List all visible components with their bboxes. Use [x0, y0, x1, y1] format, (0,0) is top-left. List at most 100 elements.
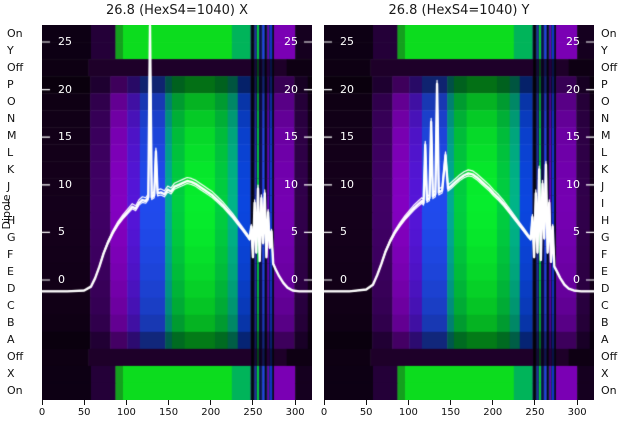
y-tick-label: 15 — [340, 130, 354, 144]
row-label-left: G — [7, 231, 16, 245]
y-tick-label: 10 — [284, 177, 298, 191]
x-tick-mark — [407, 400, 409, 405]
right-row-labels: On Y Off P O N M L K J I H G F E D C B A Off X On — [601, 0, 639, 440]
x-tick-mark — [492, 400, 494, 405]
row-label-right: On — [601, 384, 617, 398]
y-tick-label: 0 — [340, 273, 347, 286]
x-tick-mark — [41, 400, 43, 405]
row-label-left: N — [7, 111, 16, 125]
row-label-left: On — [7, 26, 23, 40]
x-tick-label: 0 — [320, 407, 328, 418]
row-label-right: I — [601, 196, 605, 210]
x-tick-mark — [252, 400, 254, 405]
x-tick-label: 300 — [285, 407, 305, 418]
y-tick-label: 15 — [284, 130, 298, 144]
row-label-right: P — [601, 77, 608, 91]
row-label-left: Off — [7, 350, 24, 364]
row-label-right: D — [601, 282, 610, 296]
row-label-left: X — [7, 367, 15, 381]
x-tick-label: 200 — [201, 407, 221, 418]
row-label-right: F — [601, 248, 608, 262]
row-label-right: Y — [601, 43, 608, 57]
x-tick-label: 300 — [567, 407, 587, 418]
y-tick-label: 20 — [58, 82, 72, 96]
row-label-right: Off — [601, 60, 618, 74]
row-label-left: L — [7, 145, 14, 159]
x-tick-label: 250 — [243, 407, 263, 418]
row-label-right: On — [601, 26, 617, 40]
row-label-left: E — [7, 265, 14, 279]
row-label-right: X — [601, 367, 609, 381]
heatmap-x-canvas — [42, 25, 312, 400]
row-label-left: Off — [7, 60, 24, 74]
x-tick-mark — [294, 400, 296, 405]
row-label-right: C — [601, 299, 609, 313]
y-tick-label: 20 — [284, 82, 298, 96]
heatmap-y: 25 25 20 20 15 15 10 10 5 5 0 0 0 50 100 150 200 250 300 — [321, 25, 594, 418]
y-tick-label: 5 — [58, 225, 65, 239]
y-tick-label: 5 — [291, 225, 298, 239]
plot-y-title: 26.8 (HexS4=1040) Y — [388, 3, 530, 18]
row-label-left: O — [7, 94, 16, 108]
y-tick-label: 5 — [340, 225, 347, 239]
y-tick-label: 10 — [566, 177, 580, 191]
row-label-left: A — [7, 333, 15, 347]
x-tick-label: 50 — [359, 407, 373, 418]
left-row-labels: On Y Off P O N M L K J I H G F E D C B A Off X On — [7, 0, 45, 440]
y-tick-label: 20 — [566, 82, 580, 96]
row-label-right: E — [601, 265, 608, 279]
y-tick-label: 0 — [291, 273, 298, 286]
row-label-right: A — [601, 333, 609, 347]
row-label-left: Y — [7, 43, 14, 57]
row-label-left: D — [7, 282, 16, 296]
row-label-left: H — [7, 214, 16, 228]
row-label-left: I — [7, 196, 11, 210]
y-tick-label: 15 — [58, 130, 72, 144]
row-label-right: H — [601, 214, 610, 228]
row-label-left: On — [7, 384, 23, 398]
x-tick-label: 200 — [483, 407, 503, 418]
y-tick-label: 20 — [340, 82, 354, 96]
plot-x-title: 26.8 (HexS4=1040) X — [106, 3, 248, 18]
x-tick-label: 100 — [116, 407, 136, 418]
heatmap-x: 25 25 20 20 15 15 10 10 5 5 0 0 0 50 100 150 200 250 300 — [39, 25, 312, 418]
row-label-right: J — [601, 179, 605, 193]
y-tick-label: 25 — [284, 35, 298, 48]
y-tick-label: 5 — [573, 225, 580, 239]
x-tick-mark — [210, 400, 212, 405]
x-tick-label: 50 — [77, 407, 91, 418]
row-label-right: O — [601, 94, 610, 108]
x-tick-mark — [365, 400, 367, 405]
x-tick-mark — [534, 400, 536, 405]
row-label-right: G — [601, 231, 610, 245]
y-tick-label: 0 — [58, 273, 65, 286]
x-tick-label: 250 — [525, 407, 545, 418]
x-tick-label: 150 — [441, 407, 461, 418]
y-tick-label: 25 — [566, 35, 580, 48]
y-tick-label: 25 — [58, 35, 72, 48]
x-tick-mark — [83, 400, 85, 405]
y-tick-label: 15 — [566, 130, 580, 144]
x-tick-mark — [168, 400, 170, 405]
y-tick-label: 0 — [573, 273, 580, 286]
x-tick-mark — [125, 400, 127, 405]
y-tick-label: 10 — [340, 177, 354, 191]
row-label-left: K — [7, 162, 15, 176]
y-tick-label: 10 — [58, 177, 72, 191]
y-tick-label: 25 — [340, 35, 354, 48]
row-label-left: F — [7, 248, 14, 262]
x-tick-mark — [450, 400, 452, 405]
x-tick-mark — [323, 400, 325, 405]
row-label-right: B — [601, 316, 609, 330]
x-tick-label: 150 — [159, 407, 179, 418]
x-tick-label: 0 — [38, 407, 46, 418]
row-label-left: M — [7, 128, 17, 142]
row-label-left: P — [7, 77, 14, 91]
row-label-left: B — [7, 316, 15, 330]
row-label-left: J — [7, 179, 11, 193]
row-label-right: N — [601, 111, 610, 125]
heatmap-y-canvas — [324, 25, 594, 400]
row-label-right: L — [601, 145, 608, 159]
x-tick-mark — [576, 400, 578, 405]
